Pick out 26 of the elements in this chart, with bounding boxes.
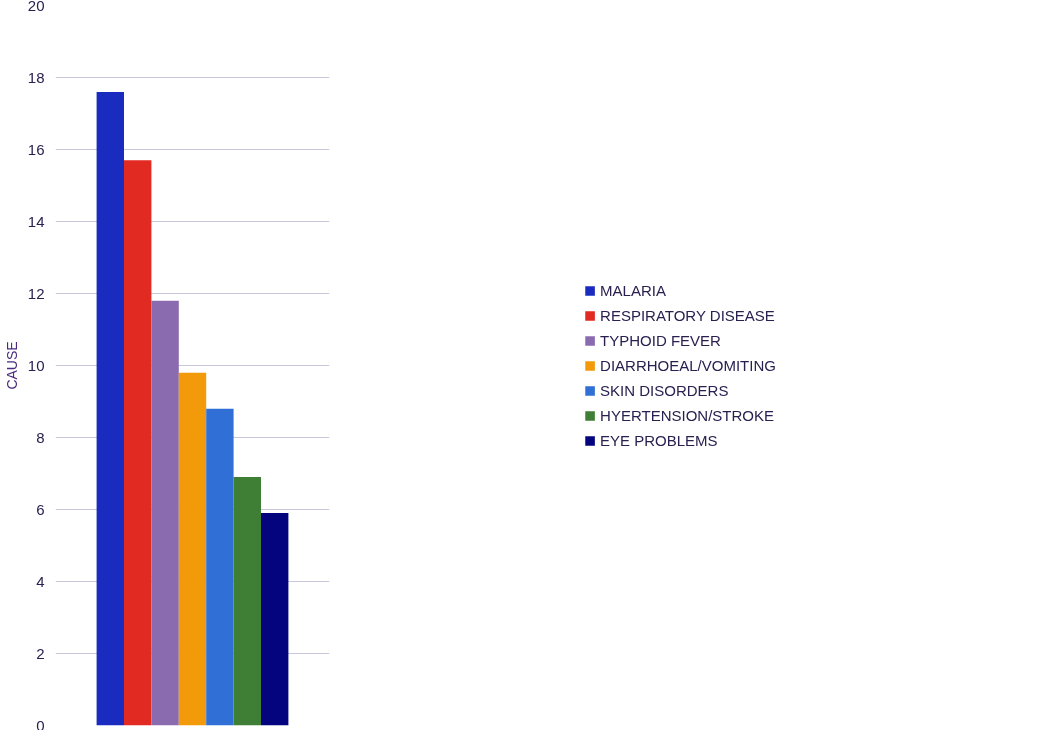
y-tick-label: 12 (27, 284, 45, 302)
legend-label: HYERTENSION/STROKE (600, 406, 774, 424)
y-tick-label: 8 (36, 428, 45, 446)
y-tick-label: 6 (36, 500, 45, 518)
bar (178, 372, 207, 726)
legend-label: DIARRHOEAL/VOMITING (600, 356, 776, 374)
y-tick-label: 10 (27, 356, 45, 374)
legend-label: RESPIRATORY DISEASE (600, 306, 775, 324)
y-tick-label: 18 (27, 68, 45, 86)
bar (96, 91, 124, 726)
legend-label: TYPHOID FEVER (600, 331, 721, 349)
legend-label: MALARIA (600, 281, 666, 299)
bar (233, 477, 261, 726)
y-tick-label: 0 (36, 716, 45, 734)
y-axis-title: CAUSE (3, 341, 20, 390)
y-tick-label: 2 (36, 644, 45, 662)
bar (206, 408, 234, 726)
bar (151, 300, 179, 726)
legend-label: SKIN DISORDERS (600, 381, 729, 399)
bar (124, 160, 152, 726)
y-tick-label: 16 (27, 140, 45, 158)
y-tick-label: 14 (27, 212, 45, 230)
y-tick-label: 4 (36, 572, 45, 590)
legend-label: EYE PROBLEMS (600, 431, 718, 449)
bar (261, 513, 289, 726)
y-tick-label: 20 (27, 0, 45, 14)
